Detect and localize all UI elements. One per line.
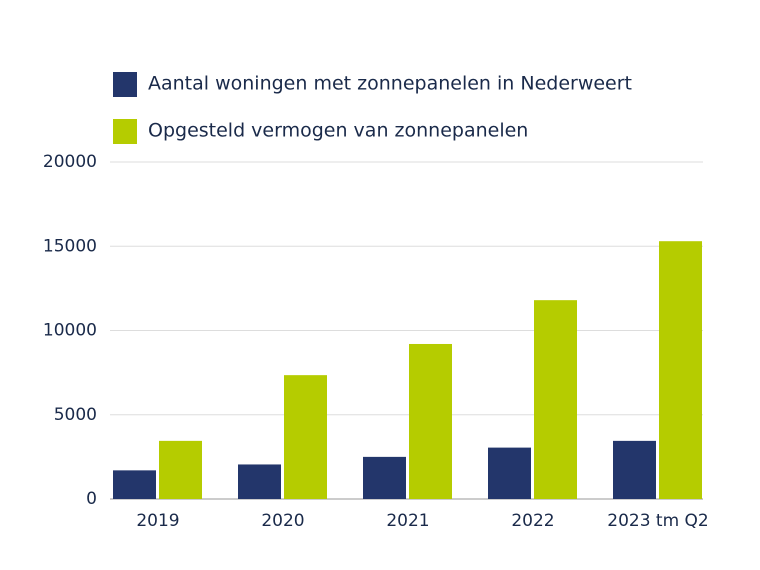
legend-swatch <box>113 119 137 144</box>
bar <box>488 447 531 499</box>
bar <box>534 300 577 499</box>
y-tick-label: 5000 <box>54 405 97 425</box>
bar <box>238 464 281 499</box>
y-tick-label: 20000 <box>43 152 97 172</box>
bar <box>409 343 452 499</box>
legend-label: Aantal woningen met zonnepanelen in Nede… <box>148 73 632 95</box>
bar <box>613 440 656 499</box>
y-tick-label: 10000 <box>43 321 97 341</box>
y-tick-label: 15000 <box>43 236 97 256</box>
bar <box>113 470 156 499</box>
x-tick-label: 2019 <box>136 511 179 531</box>
bar <box>159 440 202 499</box>
bar <box>284 375 327 499</box>
bar <box>363 456 406 499</box>
x-tick-label: 2023 tm Q2 <box>607 511 709 531</box>
legend-swatch <box>113 72 137 97</box>
x-tick-label: 2022 <box>511 511 554 531</box>
legend-label: Opgesteld vermogen van zonnepanelen <box>148 120 528 142</box>
bar <box>659 241 702 499</box>
x-tick-label: 2021 <box>386 511 429 531</box>
x-tick-label: 2020 <box>261 511 304 531</box>
y-tick-label: 0 <box>86 489 97 509</box>
